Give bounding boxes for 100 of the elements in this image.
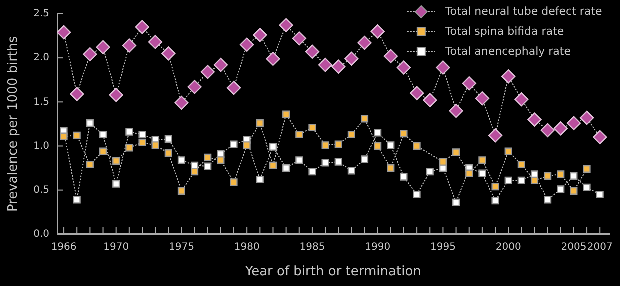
point [226,80,242,96]
point [452,148,460,156]
point [374,129,382,137]
point [73,132,81,140]
point [396,60,412,75]
point [466,170,474,178]
point [96,40,110,55]
point [322,142,330,150]
point [86,120,94,128]
point [478,156,486,164]
point [426,168,434,176]
point [230,178,238,186]
point [99,130,108,139]
point [164,150,172,158]
point [439,158,447,166]
point [374,142,382,150]
point [266,52,280,66]
y-tick-label: 2.5 [34,8,50,20]
point [332,60,346,74]
point [518,176,526,184]
point [370,24,385,39]
point [296,130,304,139]
point [152,142,160,150]
y-tick-label: 0.0 [34,228,50,240]
point [269,143,278,151]
point [530,176,539,184]
point [99,148,108,156]
point [217,156,225,164]
point [126,144,134,152]
x-tick-label: 1966 [51,242,77,253]
point [164,135,172,143]
point [308,168,316,176]
point [528,112,542,127]
x-tick-label: 1985 [300,242,326,253]
point [188,80,202,94]
x-tick-label: 2000 [496,242,522,253]
point [73,196,81,204]
point [540,123,555,138]
point [112,157,120,166]
point [191,168,199,176]
point [334,158,342,166]
point [400,130,408,138]
point [462,76,476,91]
point [178,187,186,195]
point [557,170,565,178]
point [504,148,512,156]
point [384,49,398,64]
point [518,160,526,169]
point [204,154,212,162]
point [544,196,552,204]
point [178,156,186,164]
x-tick-label: 1980 [234,242,260,253]
y-axis-title: Prevalence per 1000 births [6,36,22,212]
point [243,142,251,150]
y-tick-label: 2.0 [34,52,50,64]
point [256,176,264,184]
point [70,87,84,102]
point [296,156,304,164]
point [344,52,359,66]
point [138,130,146,139]
point [256,120,264,128]
point [436,60,450,75]
point [583,184,591,192]
point [580,110,594,126]
point [358,36,372,50]
legend-label: Total neural tube defect rate [444,4,602,18]
point [452,198,460,206]
point [58,25,72,40]
point [514,92,529,107]
point [230,140,238,148]
point [596,190,604,199]
point [138,138,146,146]
point [360,156,369,164]
point [387,164,395,172]
point [400,173,408,181]
point [478,170,486,178]
legend-label: Total anencephaly rate [444,44,572,58]
point [86,160,94,169]
point [308,124,316,132]
point [492,197,500,205]
point [488,128,503,143]
point [504,176,512,184]
point [334,140,342,148]
point [240,38,254,52]
point [279,18,294,33]
point [348,167,356,175]
point [593,130,608,145]
y-tick-label: 0.5 [34,184,50,196]
point [214,58,228,72]
point [109,88,124,102]
point [410,86,424,100]
point [318,58,333,72]
point [305,44,320,60]
x-tick-label: 2007 [587,242,613,253]
point [501,69,516,84]
point [449,104,464,118]
point [413,142,421,150]
point [475,92,490,106]
point [566,116,582,130]
point [83,47,98,62]
